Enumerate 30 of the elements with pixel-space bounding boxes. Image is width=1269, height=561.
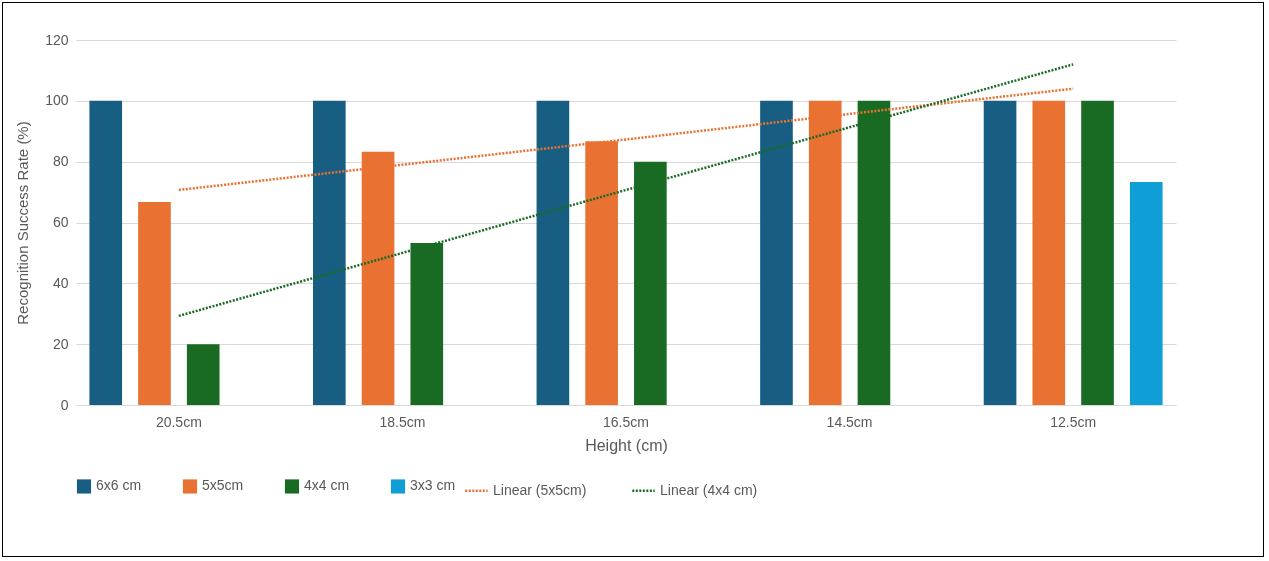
x-tick-label: 12.5cm — [1050, 413, 1097, 430]
x-tick-label: 18.5cm — [379, 413, 426, 430]
y-tick-label: 100 — [45, 92, 69, 109]
bar — [983, 100, 1017, 405]
y-axis-title: Recognition Success Rate (%) — [14, 121, 32, 325]
bar — [760, 100, 793, 405]
y-tick-label: 60 — [52, 214, 69, 230]
y-tick-label: 120 — [45, 31, 69, 48]
legend-label: Linear (5x5cm) — [493, 481, 587, 498]
x-axis-title: Height (cm) — [585, 436, 668, 454]
legend-label: 4x4 cm — [304, 477, 350, 494]
y-tick-label: 40 — [52, 274, 69, 291]
x-tick-label: 16.5cm — [603, 413, 649, 430]
legend-label: 3x3 cm — [410, 477, 456, 494]
bar — [1129, 182, 1163, 405]
bar — [186, 344, 220, 405]
legend-label: 5x5cm — [202, 477, 244, 494]
bar — [1032, 100, 1066, 405]
y-tick-label: 0 — [60, 396, 69, 413]
legend-label: 6x6 cm — [96, 477, 142, 494]
y-tick-label: 20 — [52, 335, 69, 352]
bar — [536, 100, 570, 405]
x-tick-label: 20.5cm — [155, 413, 202, 430]
y-tick-label: 80 — [52, 153, 69, 170]
legend-label: Linear (4x4 cm) — [660, 481, 758, 498]
bar — [138, 202, 171, 405]
x-tick-label: 14.5cm — [826, 413, 873, 430]
bar — [89, 100, 123, 405]
bar — [312, 100, 346, 405]
bar — [1081, 100, 1114, 405]
